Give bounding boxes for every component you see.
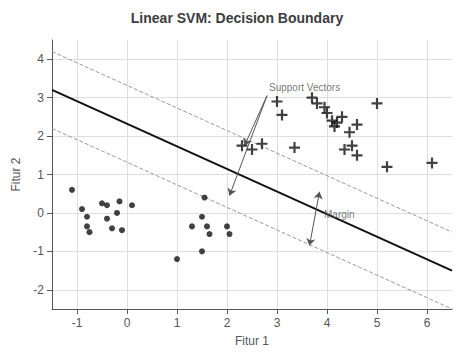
svg-text:3: 3 — [274, 316, 281, 330]
svg-text:2: 2 — [37, 129, 44, 143]
svg-text:-1: -1 — [33, 244, 44, 258]
svg-text:Fitur 1: Fitur 1 — [235, 334, 269, 348]
svg-text:0: 0 — [124, 316, 131, 330]
svg-text:Margin: Margin — [324, 209, 355, 220]
svg-text:-1: -1 — [72, 316, 83, 330]
svg-text:-2: -2 — [33, 283, 44, 297]
svg-text:5: 5 — [374, 316, 381, 330]
svg-text:Fitur 2: Fitur 2 — [9, 157, 23, 191]
svg-text:2: 2 — [224, 316, 231, 330]
svg-text:6: 6 — [424, 316, 431, 330]
svg-text:0: 0 — [37, 206, 44, 220]
svg-text:4: 4 — [37, 52, 44, 66]
svg-text:1: 1 — [37, 168, 44, 182]
svg-text:Linear SVM: Decision Boundary: Linear SVM: Decision Boundary — [131, 10, 344, 26]
svg-text:Support Vectors: Support Vectors — [269, 82, 340, 93]
svg-text:4: 4 — [324, 316, 331, 330]
svg-text:1: 1 — [174, 316, 181, 330]
svg-text:3: 3 — [37, 91, 44, 105]
